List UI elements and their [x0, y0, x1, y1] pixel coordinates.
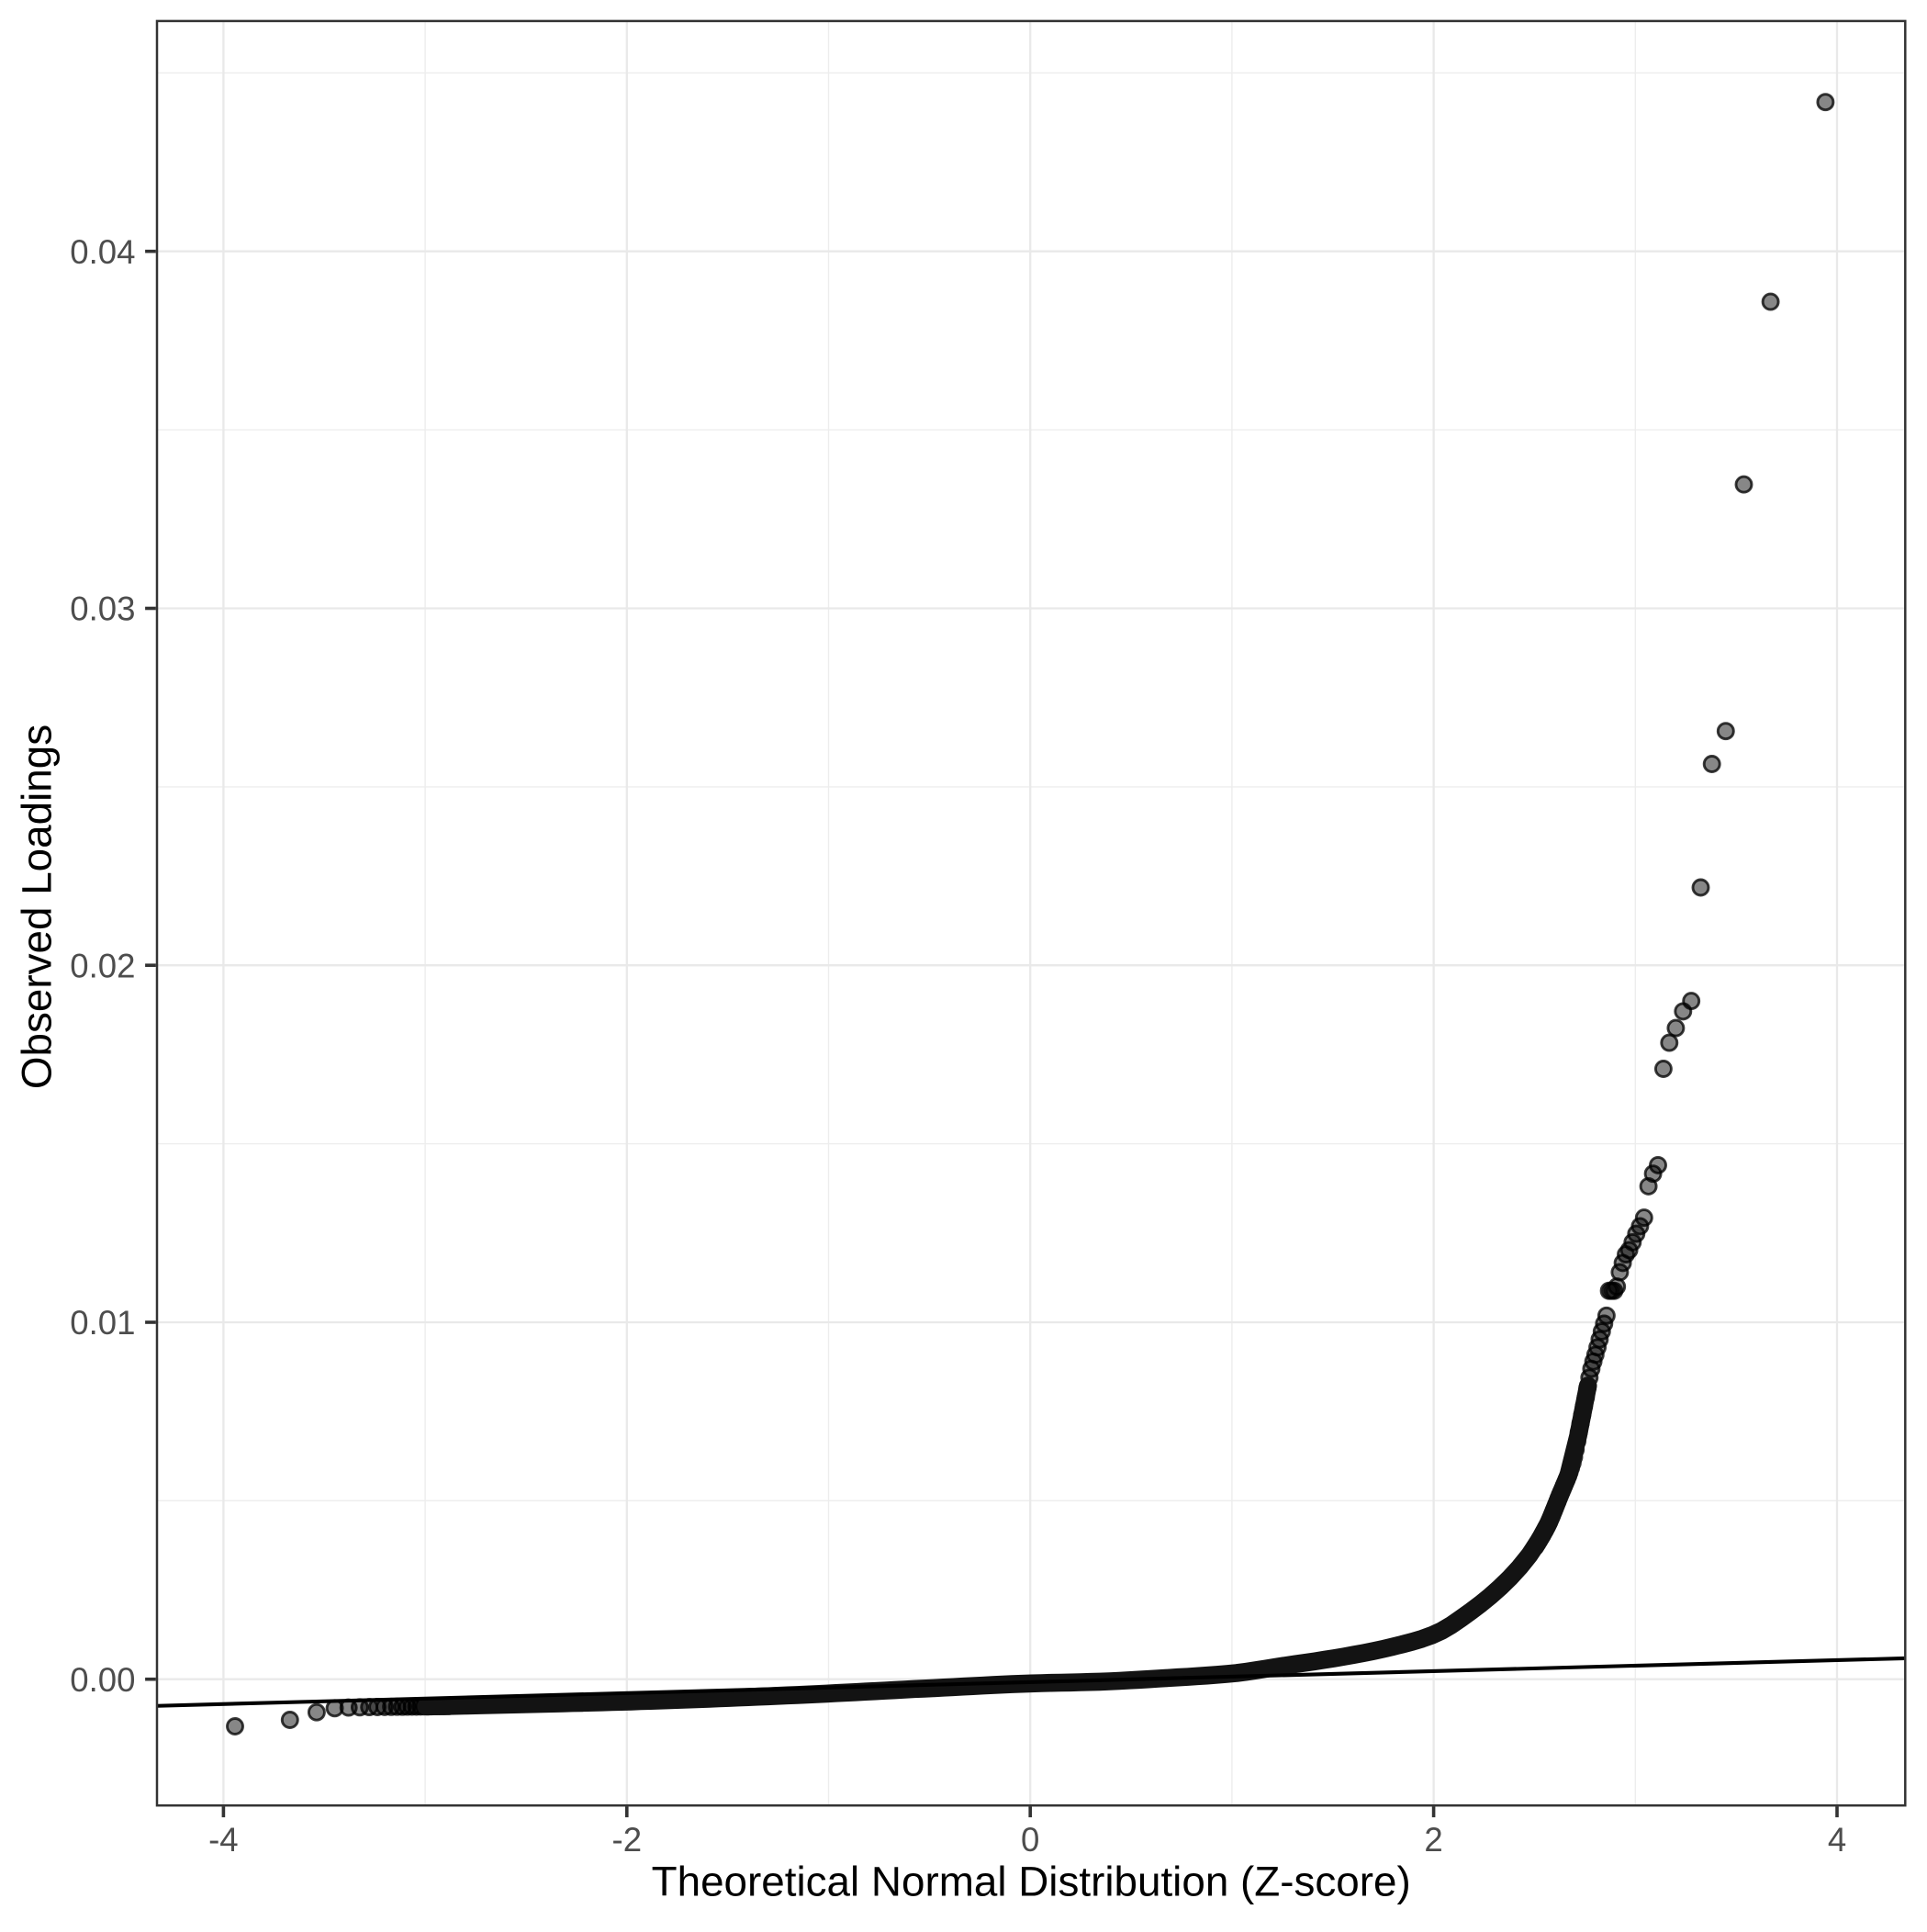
svg-text:0.03: 0.03	[70, 590, 135, 628]
svg-text:-2: -2	[612, 1821, 643, 1859]
svg-text:0.02: 0.02	[70, 947, 135, 984]
svg-text:Observed Loadings: Observed Loadings	[14, 724, 61, 1089]
svg-text:4: 4	[1828, 1821, 1846, 1859]
svg-text:Theoretical Normal Distributio: Theoretical Normal Distribution (Z-score…	[652, 1859, 1411, 1905]
svg-text:0: 0	[1021, 1821, 1039, 1859]
svg-text:0.04: 0.04	[70, 233, 135, 271]
svg-text:2: 2	[1424, 1821, 1442, 1859]
svg-text:0.01: 0.01	[70, 1304, 135, 1342]
svg-text:0.00: 0.00	[70, 1661, 135, 1699]
svg-text:-4: -4	[208, 1821, 239, 1859]
